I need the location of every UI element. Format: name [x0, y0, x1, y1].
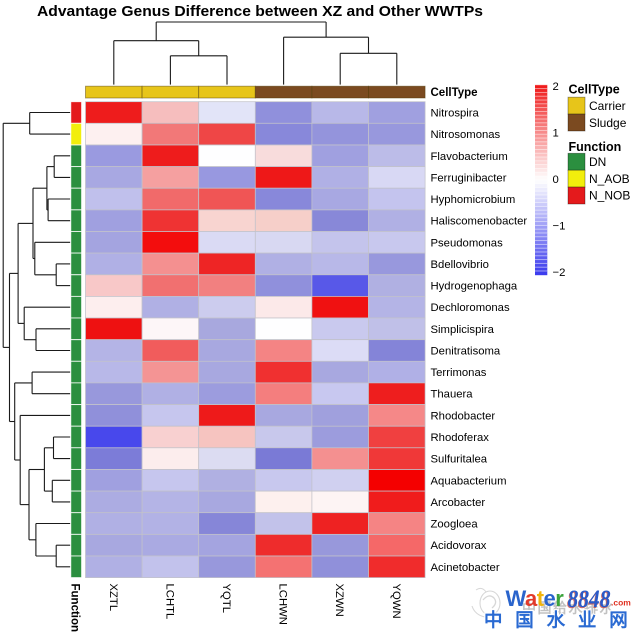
svg-text:Function: Function [69, 584, 81, 633]
svg-text:Water: Water [506, 586, 565, 611]
svg-text:8848: 8848 [568, 586, 611, 613]
svg-text:Acinetobacter: Acinetobacter [431, 562, 500, 574]
svg-text:XZWN: XZWN [333, 584, 345, 617]
svg-text:Sulfuritalea: Sulfuritalea [431, 454, 488, 466]
svg-text:Sludge: Sludge [589, 116, 627, 130]
svg-text:CellType: CellType [569, 83, 620, 97]
svg-text:Ferruginibacter: Ferruginibacter [431, 172, 507, 184]
svg-text:Simplicispira: Simplicispira [431, 324, 495, 336]
svg-text:Bdellovibrio: Bdellovibrio [431, 259, 489, 271]
svg-text:N_NOB: N_NOB [589, 189, 630, 203]
svg-text:Rhodoferax: Rhodoferax [431, 432, 490, 444]
svg-text:Nitrospira: Nitrospira [431, 108, 480, 120]
svg-text:Pseudomonas: Pseudomonas [431, 237, 504, 249]
svg-text:Arcobacter: Arcobacter [431, 497, 486, 509]
svg-text:DN: DN [589, 155, 606, 169]
svg-text:0: 0 [553, 174, 559, 186]
svg-text:LCHWN: LCHWN [277, 584, 289, 625]
svg-text:YQTL: YQTL [220, 584, 232, 614]
svg-text:Carrier: Carrier [589, 99, 626, 113]
svg-text:1: 1 [553, 128, 559, 140]
svg-text:Flavobacterium: Flavobacterium [431, 151, 508, 163]
svg-text:8848: 8848 [567, 587, 610, 614]
svg-text:Haliscomenobacter: Haliscomenobacter [431, 216, 528, 228]
svg-text:YQWN: YQWN [390, 584, 402, 619]
svg-text:XZTL: XZTL [107, 584, 119, 612]
svg-text:−2: −2 [553, 267, 566, 279]
svg-text:LCHTL: LCHTL [163, 584, 175, 620]
svg-text:Thauera: Thauera [431, 389, 474, 401]
svg-text:−1: −1 [553, 221, 566, 233]
svg-text:.com: .com [611, 598, 631, 608]
svg-text:中国给水排水: 中国给水排水 [522, 600, 615, 616]
svg-text:中国水业网: 中国水业网 [484, 610, 635, 631]
svg-text:Zoogloea: Zoogloea [431, 519, 479, 531]
svg-text:Denitratisoma: Denitratisoma [431, 346, 501, 358]
svg-text:Advantage Genus Difference bet: Advantage Genus Difference between XZ an… [37, 3, 483, 20]
svg-text:Hyphomicrobium: Hyphomicrobium [431, 194, 516, 206]
svg-text:Dechloromonas: Dechloromonas [431, 302, 510, 314]
svg-text:2: 2 [553, 81, 559, 93]
svg-text:Rhodobacter: Rhodobacter [431, 410, 496, 422]
svg-text:Function: Function [569, 140, 622, 154]
svg-text:Hydrogenophaga: Hydrogenophaga [431, 281, 518, 293]
svg-text:Aquabacterium: Aquabacterium [431, 475, 507, 487]
svg-text:Terrimonas: Terrimonas [431, 367, 487, 379]
svg-text:Nitrosomonas: Nitrosomonas [431, 129, 501, 141]
svg-text:CellType: CellType [431, 87, 478, 99]
svg-text:N_AOB: N_AOB [589, 172, 630, 186]
svg-text:Acidovorax: Acidovorax [431, 540, 487, 552]
